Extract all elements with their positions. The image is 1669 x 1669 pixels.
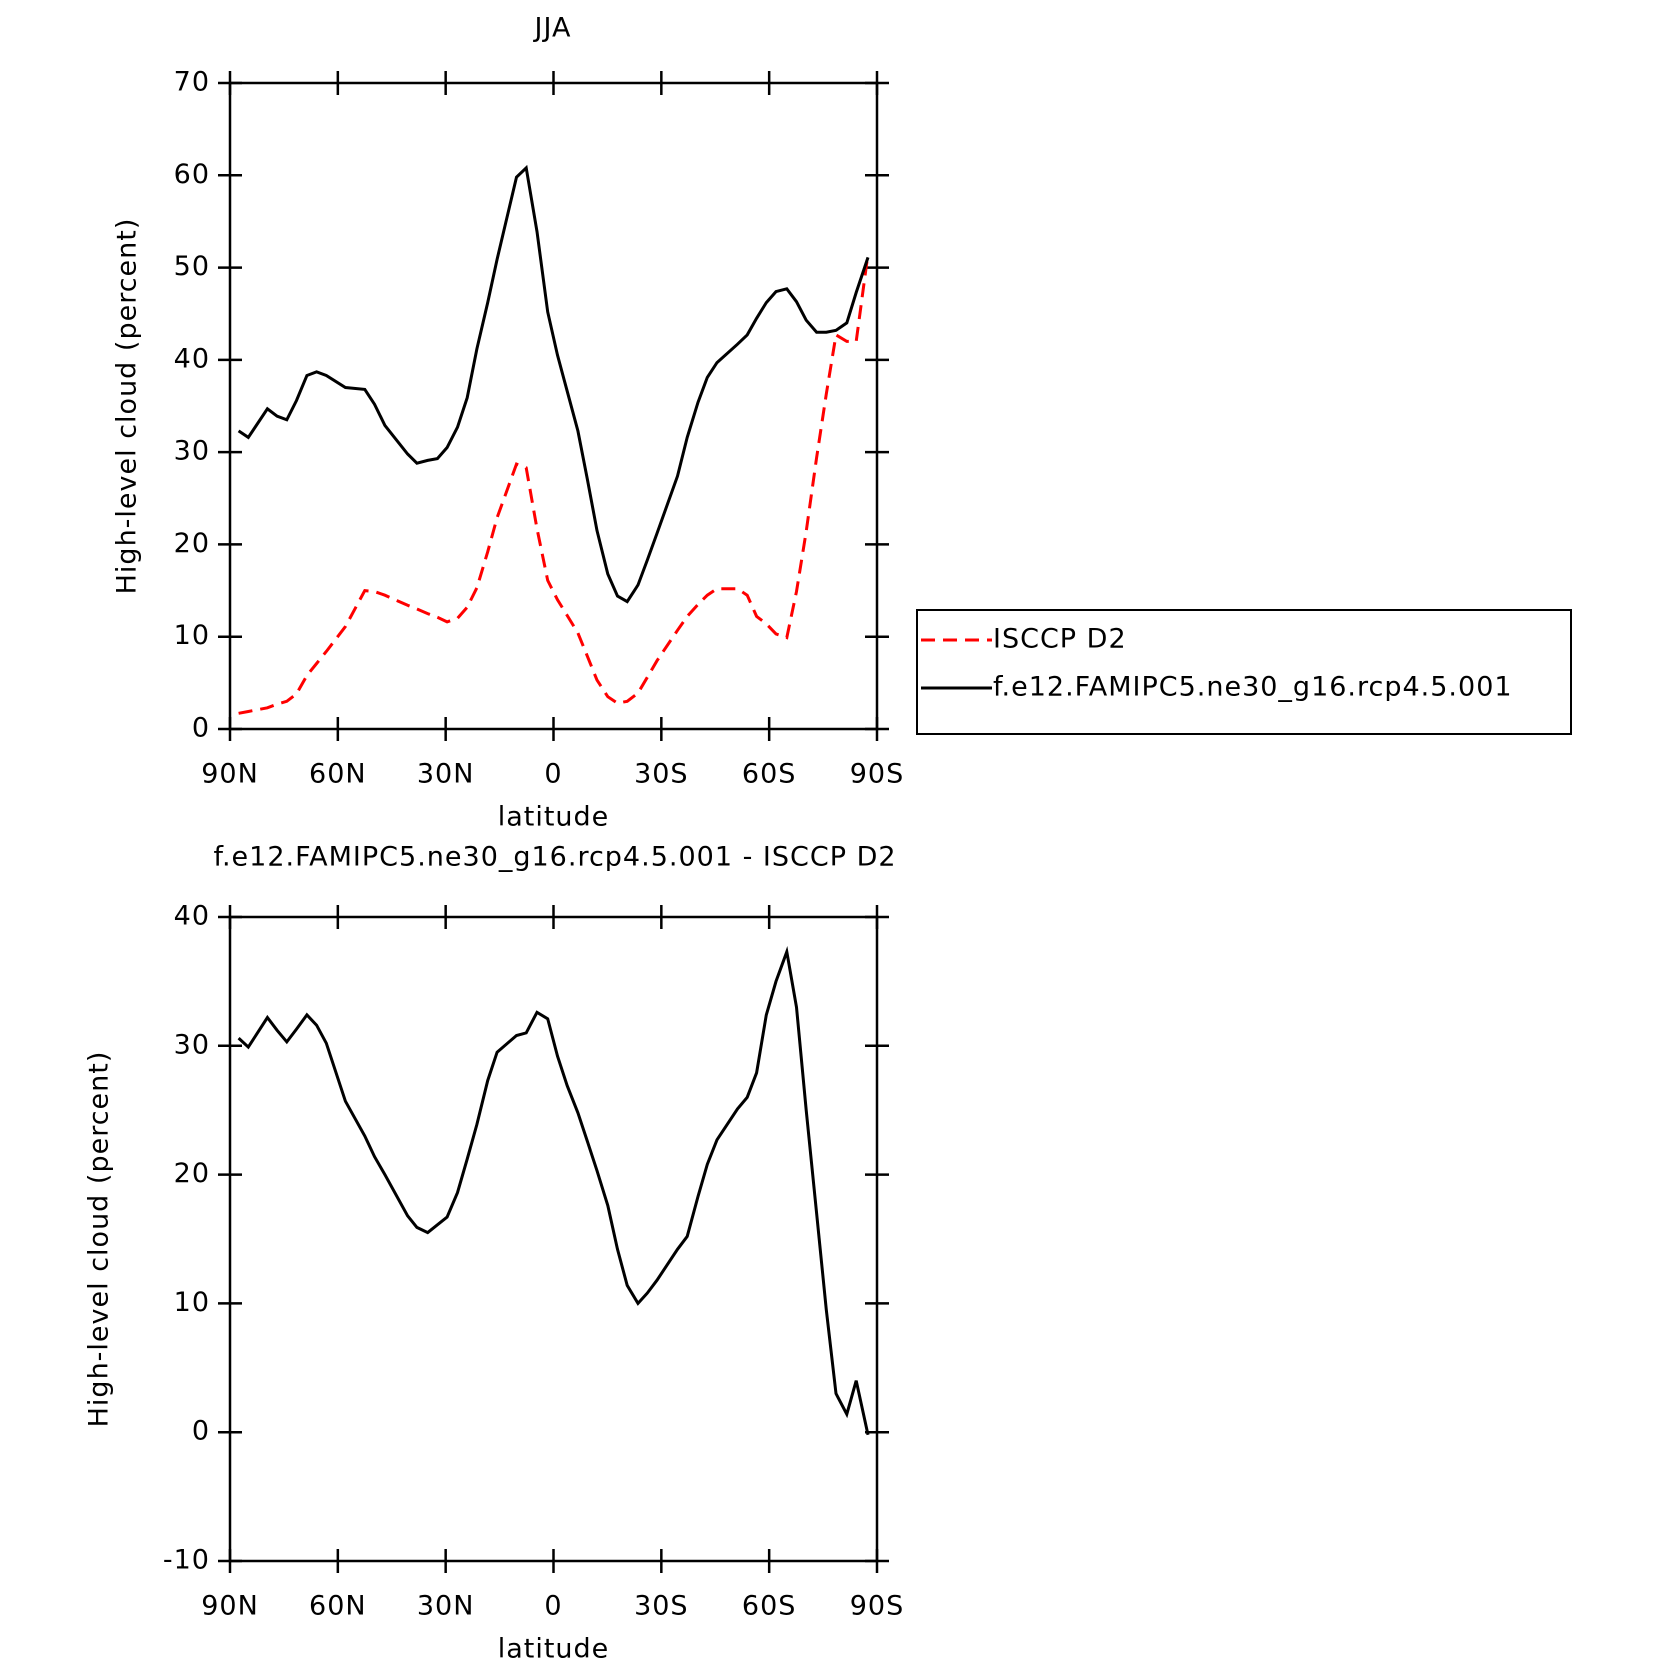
x-tick-label: 0 xyxy=(544,759,562,790)
x-tick-label: 30N xyxy=(417,759,475,790)
data-line xyxy=(237,946,870,1436)
y-tick-label: 40 xyxy=(174,343,210,374)
x-axis-label: latitude xyxy=(498,802,610,833)
x-tick-label: 90S xyxy=(850,1591,905,1622)
plot-frame xyxy=(228,915,879,1563)
legend-label: ISCCP D2 xyxy=(993,624,1127,655)
legend-label: f.e12.FAMIPC5.ne30_g16.rcp4.5.001 xyxy=(993,672,1513,703)
y-tick-label: 50 xyxy=(174,251,210,282)
y-tick-label: 10 xyxy=(174,1287,210,1318)
y-tick-label: 20 xyxy=(174,528,210,559)
x-tick-label: 60N xyxy=(309,1591,367,1622)
x-tick-label: 90N xyxy=(201,1591,259,1622)
y-axis-label: High-level cloud (percent) xyxy=(84,1051,115,1428)
data-line xyxy=(237,164,870,604)
data-line xyxy=(238,253,870,715)
x-tick-label: 60S xyxy=(742,759,797,790)
x-tick-label: 60N xyxy=(309,759,367,790)
x-tick-label: 30N xyxy=(417,1591,475,1622)
y-tick-label: -10 xyxy=(163,1545,210,1576)
x-tick-label: 30S xyxy=(634,759,689,790)
y-tick-label: 40 xyxy=(174,901,210,932)
y-tick-label: 60 xyxy=(174,159,210,190)
x-tick-label: 90S xyxy=(850,759,905,790)
x-tick-label: 90N xyxy=(201,759,259,790)
chart-title: JJA xyxy=(533,13,572,44)
legend-box xyxy=(916,609,1572,735)
x-tick-label: 60S xyxy=(742,1591,797,1622)
x-axis-label: latitude xyxy=(498,1634,610,1665)
x-tick-label: 30S xyxy=(634,1591,689,1622)
x-tick-label: 0 xyxy=(544,1591,562,1622)
y-tick-label: 10 xyxy=(174,620,210,651)
y-tick-label: 70 xyxy=(174,67,210,98)
y-tick-label: 30 xyxy=(174,1029,210,1060)
chart-title: f.e12.FAMIPC5.ne30_g16.rcp4.5.001 - ISCC… xyxy=(213,842,896,873)
y-tick-label: 30 xyxy=(174,436,210,467)
y-axis-label: High-level cloud (percent) xyxy=(112,218,143,595)
plot-frame xyxy=(228,81,879,731)
y-tick-label: 0 xyxy=(192,713,210,744)
y-tick-label: 20 xyxy=(174,1158,210,1189)
y-tick-label: 0 xyxy=(192,1416,210,1447)
